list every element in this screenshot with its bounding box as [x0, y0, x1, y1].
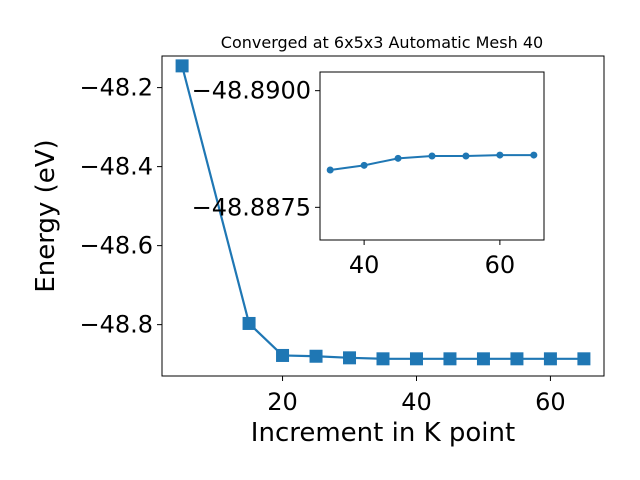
data-point — [360, 161, 368, 169]
y-tick-label: −48.4 — [79, 153, 153, 181]
data-point — [394, 154, 402, 162]
inset-ticks: 40 60 −48.8900 −48.8875 — [192, 77, 516, 279]
data-point — [543, 352, 557, 366]
chart-title: Converged at 6x5x3 Automatic Mesh 40 — [221, 33, 543, 52]
data-point — [428, 152, 436, 160]
data-point — [175, 59, 189, 73]
data-point — [376, 352, 390, 366]
data-point — [530, 151, 538, 159]
main-ticks: 20 40 60 −48.2 −48.4 −48.6 −48.8 — [79, 74, 565, 416]
data-point — [326, 166, 334, 174]
data-point — [510, 352, 524, 366]
x-tick-label: 60 — [485, 251, 516, 279]
y-tick-label: −48.6 — [79, 232, 153, 260]
data-point — [409, 352, 423, 366]
main-series — [175, 59, 591, 366]
data-point — [309, 349, 323, 363]
data-point — [242, 316, 256, 330]
inset-series — [326, 151, 538, 174]
x-axis-label: Increment in K point — [251, 418, 515, 448]
inset-plot: 40 60 −48.8900 −48.8875 — [192, 71, 545, 279]
y-tick-label: −48.8875 — [192, 193, 311, 221]
data-point — [462, 152, 470, 160]
x-tick-label: 20 — [267, 388, 298, 416]
y-tick-label: −48.2 — [79, 74, 153, 102]
y-tick-label: −48.8900 — [192, 77, 311, 105]
x-tick-label: 40 — [401, 388, 432, 416]
data-point — [476, 352, 490, 366]
data-point — [343, 351, 357, 365]
y-tick-label: −48.8 — [79, 311, 153, 339]
x-tick-label: 40 — [349, 251, 380, 279]
data-point — [577, 352, 591, 366]
y-axis-label: Energy (eV) — [31, 139, 61, 292]
data-point — [443, 352, 457, 366]
data-point — [496, 151, 504, 159]
data-point — [276, 348, 290, 362]
x-tick-label: 60 — [535, 388, 566, 416]
